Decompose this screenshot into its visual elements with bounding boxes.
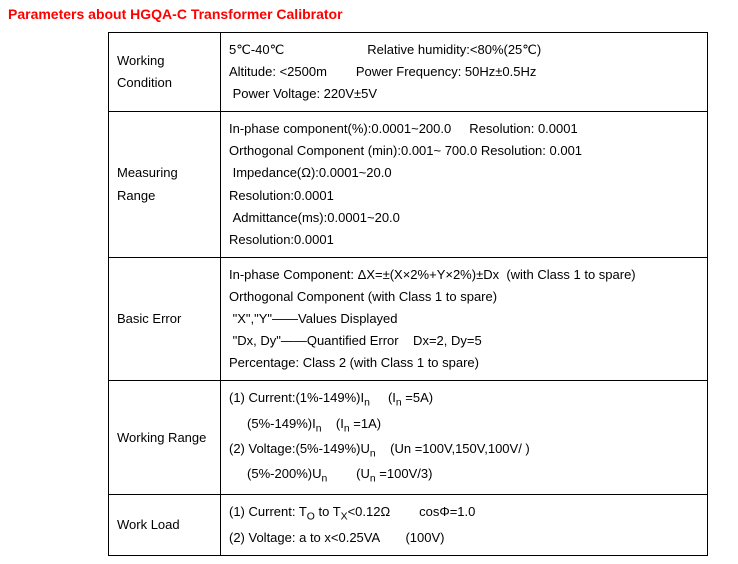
table-row: Measuring Range In-phase component(%):0.0… xyxy=(109,112,708,258)
value-line: "Dx, Dy"——Quantified Error Dx=2, Dy=5 xyxy=(229,330,699,352)
row-value: (1) Current:(1%-149%)In (In =5A) (5%-149… xyxy=(221,381,708,495)
value-line: Resolution:0.0001 xyxy=(229,185,699,207)
row-label: Work Load xyxy=(109,495,221,555)
parameters-table: Working Condition5℃-40℃ Relative humidit… xyxy=(108,32,708,556)
value-line: 5℃-40℃ Relative humidity:<80%(25℃) xyxy=(229,39,699,61)
row-value: In-phase Component: ΔX=±(X×2%+Y×2%)±Dx (… xyxy=(221,257,708,380)
row-value: In-phase component(%):0.0001~200.0 Resol… xyxy=(221,112,708,258)
table-row: Working Condition5℃-40℃ Relative humidit… xyxy=(109,33,708,112)
value-line: Impedance(Ω):0.0001~20.0 xyxy=(229,162,699,184)
value-line: Admittance(ms):0.0001~20.0 xyxy=(229,207,699,229)
row-label: Working Condition xyxy=(109,33,221,112)
table-row: Working Range(1) Current:(1%-149%)In (In… xyxy=(109,381,708,495)
row-label: Basic Error xyxy=(109,257,221,380)
value-line: Resolution:0.0001 xyxy=(229,229,699,251)
page-title: Parameters about HGQA-C Transformer Cali… xyxy=(8,6,730,22)
value-line: Percentage: Class 2 (with Class 1 to spa… xyxy=(229,352,699,374)
value-line: "X","Y"——Values Displayed xyxy=(229,308,699,330)
value-line: Power Voltage: 220V±5V xyxy=(229,83,699,105)
table-row: Work Load(1) Current: TO to TX<0.12Ω cos… xyxy=(109,495,708,555)
table-row: Basic Error In-phase Component: ΔX=±(X×2%… xyxy=(109,257,708,380)
value-line: In-phase Component: ΔX=±(X×2%+Y×2%)±Dx (… xyxy=(229,264,699,286)
row-value: (1) Current: TO to TX<0.12Ω cosΦ=1.0(2) … xyxy=(221,495,708,555)
row-value: 5℃-40℃ Relative humidity:<80%(25℃)Altitu… xyxy=(221,33,708,112)
value-line: Orthogonal Component (with Class 1 to sp… xyxy=(229,286,699,308)
value-line: Altitude: <2500m Power Frequency: 50Hz±0… xyxy=(229,61,699,83)
value-line: Orthogonal Component (min):0.001~ 700.0 … xyxy=(229,140,699,162)
row-label: Working Range xyxy=(109,381,221,495)
value-line: In-phase component(%):0.0001~200.0 Resol… xyxy=(229,118,699,140)
row-label: Measuring Range xyxy=(109,112,221,258)
